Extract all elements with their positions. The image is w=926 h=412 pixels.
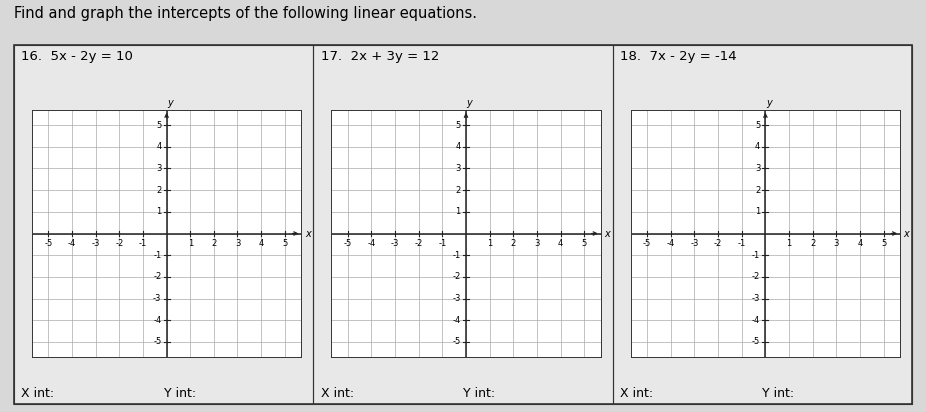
Text: -1: -1 bbox=[752, 250, 760, 260]
Text: 2: 2 bbox=[510, 239, 516, 248]
Text: 3: 3 bbox=[156, 164, 161, 173]
Text: X int:: X int: bbox=[21, 386, 55, 400]
Text: -4: -4 bbox=[153, 316, 161, 325]
Text: 4: 4 bbox=[258, 239, 264, 248]
Text: 2: 2 bbox=[156, 186, 161, 194]
Text: -1: -1 bbox=[738, 239, 745, 248]
Text: y: y bbox=[168, 98, 173, 108]
Text: 2: 2 bbox=[755, 186, 760, 194]
Text: 5: 5 bbox=[755, 121, 760, 129]
Text: 3: 3 bbox=[755, 164, 760, 173]
Text: -1: -1 bbox=[153, 250, 161, 260]
Text: Y int:: Y int: bbox=[762, 386, 795, 400]
Text: x: x bbox=[305, 229, 310, 239]
Text: -5: -5 bbox=[643, 239, 651, 248]
Text: 4: 4 bbox=[456, 142, 461, 151]
Text: 5: 5 bbox=[456, 121, 461, 129]
Text: 18.  7x - 2y = -14: 18. 7x - 2y = -14 bbox=[620, 50, 737, 63]
Text: x: x bbox=[904, 229, 909, 239]
Text: -2: -2 bbox=[453, 272, 461, 281]
Text: -3: -3 bbox=[153, 294, 161, 303]
Text: -4: -4 bbox=[453, 316, 461, 325]
Text: -2: -2 bbox=[415, 239, 423, 248]
Text: -4: -4 bbox=[752, 316, 760, 325]
Text: 4: 4 bbox=[857, 239, 863, 248]
Text: 2: 2 bbox=[456, 186, 461, 194]
Text: -3: -3 bbox=[453, 294, 461, 303]
Text: -2: -2 bbox=[153, 272, 161, 281]
Text: 4: 4 bbox=[156, 142, 161, 151]
Text: -2: -2 bbox=[714, 239, 722, 248]
Text: -5: -5 bbox=[44, 239, 53, 248]
Text: 3: 3 bbox=[235, 239, 240, 248]
Text: 3: 3 bbox=[534, 239, 540, 248]
Text: 3: 3 bbox=[833, 239, 839, 248]
Text: -3: -3 bbox=[752, 294, 760, 303]
Text: 5: 5 bbox=[582, 239, 587, 248]
Text: 1: 1 bbox=[487, 239, 493, 248]
Text: 1: 1 bbox=[786, 239, 792, 248]
Text: Y int:: Y int: bbox=[463, 386, 495, 400]
Text: 1: 1 bbox=[156, 207, 161, 216]
Text: 3: 3 bbox=[456, 164, 461, 173]
Text: X int:: X int: bbox=[620, 386, 653, 400]
Text: 1: 1 bbox=[456, 207, 461, 216]
Text: 1: 1 bbox=[755, 207, 760, 216]
Text: 17.  2x + 3y = 12: 17. 2x + 3y = 12 bbox=[320, 50, 439, 63]
Text: 2: 2 bbox=[810, 239, 815, 248]
Text: 16.  5x - 2y = 10: 16. 5x - 2y = 10 bbox=[21, 50, 133, 63]
Text: 4: 4 bbox=[755, 142, 760, 151]
Text: -1: -1 bbox=[139, 239, 147, 248]
Text: -2: -2 bbox=[752, 272, 760, 281]
Text: y: y bbox=[766, 98, 772, 108]
Text: x: x bbox=[605, 229, 610, 239]
Text: -1: -1 bbox=[453, 250, 461, 260]
Text: 1: 1 bbox=[188, 239, 193, 248]
Text: -3: -3 bbox=[690, 239, 699, 248]
Text: -4: -4 bbox=[667, 239, 675, 248]
Text: 4: 4 bbox=[558, 239, 563, 248]
Text: -5: -5 bbox=[153, 337, 161, 346]
Text: Y int:: Y int: bbox=[164, 386, 195, 400]
Text: -5: -5 bbox=[752, 337, 760, 346]
Text: -3: -3 bbox=[92, 239, 100, 248]
Text: 5: 5 bbox=[881, 239, 886, 248]
Text: 2: 2 bbox=[211, 239, 217, 248]
Text: y: y bbox=[467, 98, 472, 108]
Text: 5: 5 bbox=[282, 239, 287, 248]
Text: -5: -5 bbox=[344, 239, 352, 248]
Text: -5: -5 bbox=[453, 337, 461, 346]
Text: -4: -4 bbox=[68, 239, 76, 248]
Text: X int:: X int: bbox=[320, 386, 354, 400]
Text: -3: -3 bbox=[391, 239, 399, 248]
Text: -2: -2 bbox=[115, 239, 123, 248]
Text: -4: -4 bbox=[368, 239, 376, 248]
Text: -1: -1 bbox=[438, 239, 446, 248]
Text: Find and graph the intercepts of the following linear equations.: Find and graph the intercepts of the fol… bbox=[14, 6, 477, 21]
Text: 5: 5 bbox=[156, 121, 161, 129]
